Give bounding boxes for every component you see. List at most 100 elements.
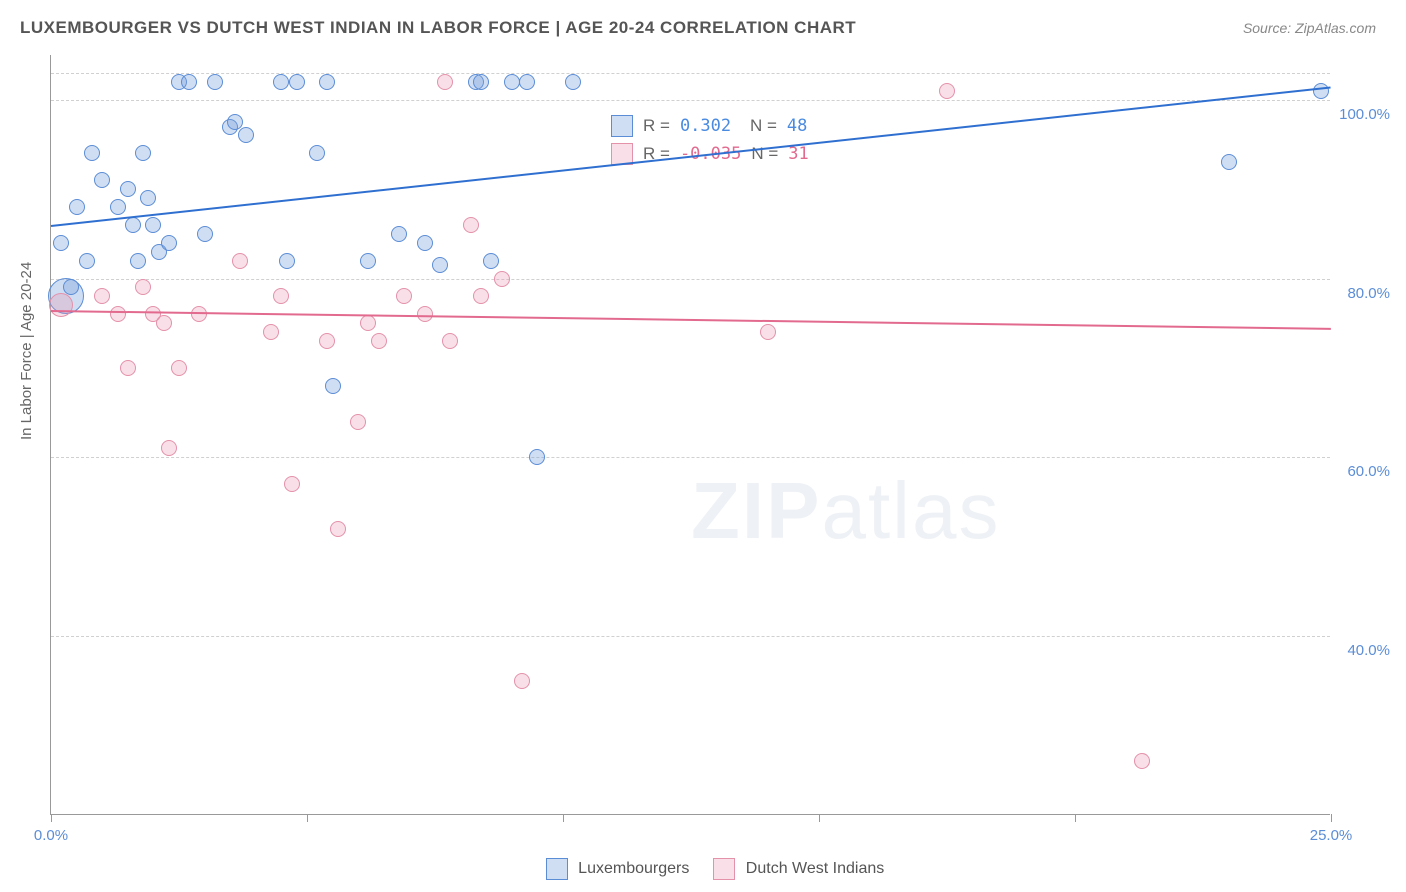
y-tick-label: 100.0% <box>1339 106 1390 123</box>
legend-swatch <box>713 858 735 880</box>
scatter-point <box>330 521 346 537</box>
legend-swatch <box>546 858 568 880</box>
trend-line <box>51 310 1331 330</box>
y-tick-label: 40.0% <box>1347 642 1390 659</box>
scatter-point <box>504 74 520 90</box>
scatter-point <box>135 145 151 161</box>
scatter-point <box>171 360 187 376</box>
scatter-point <box>565 74 581 90</box>
scatter-point <box>63 279 79 295</box>
gridline <box>51 279 1330 280</box>
watermark-bold: ZIP <box>691 466 821 555</box>
scatter-point <box>263 324 279 340</box>
scatter-point <box>514 673 530 689</box>
source-attribution: Source: ZipAtlas.com <box>1243 20 1376 36</box>
scatter-point <box>432 257 448 273</box>
scatter-point <box>79 253 95 269</box>
scatter-point <box>1221 154 1237 170</box>
gridline <box>51 100 1330 101</box>
scatter-point <box>437 74 453 90</box>
scatter-point <box>140 190 156 206</box>
scatter-point <box>319 74 335 90</box>
scatter-point <box>53 235 69 251</box>
chart-title: LUXEMBOURGER VS DUTCH WEST INDIAN IN LAB… <box>20 18 856 38</box>
stats-row: R = 0.302 N = 48 <box>611 112 848 140</box>
scatter-point <box>360 253 376 269</box>
scatter-point <box>130 253 146 269</box>
scatter-point <box>49 293 73 317</box>
scatter-point <box>110 306 126 322</box>
watermark: ZIPatlas <box>691 465 1000 557</box>
scatter-point <box>529 449 545 465</box>
scatter-point <box>181 74 197 90</box>
scatter-point <box>391 226 407 242</box>
scatter-point <box>939 83 955 99</box>
x-tick-label: 25.0% <box>1310 827 1353 844</box>
x-tick <box>1331 814 1332 822</box>
scatter-point <box>84 145 100 161</box>
scatter-point <box>473 288 489 304</box>
scatter-point <box>417 235 433 251</box>
trend-line <box>51 86 1331 227</box>
scatter-point <box>519 74 535 90</box>
gridline <box>51 636 1330 637</box>
scatter-point <box>325 378 341 394</box>
x-tick <box>1075 814 1076 822</box>
scatter-point <box>207 74 223 90</box>
y-tick-label: 60.0% <box>1347 463 1390 480</box>
scatter-point <box>494 271 510 287</box>
scatter-point <box>284 476 300 492</box>
scatter-chart: ZIPatlas R =0.302N =48R =-0.035N =31 40.… <box>50 55 1330 815</box>
scatter-point <box>197 226 213 242</box>
gridline <box>51 73 1330 74</box>
y-tick-label: 80.0% <box>1347 285 1390 302</box>
r-label: R = <box>643 140 670 168</box>
scatter-point <box>69 199 85 215</box>
scatter-point <box>232 253 248 269</box>
scatter-point <box>463 217 479 233</box>
scatter-point <box>319 333 335 349</box>
legend-label: Luxembourgers <box>574 860 690 877</box>
scatter-point <box>156 315 172 331</box>
scatter-point <box>135 279 151 295</box>
scatter-point <box>273 74 289 90</box>
x-tick <box>819 814 820 822</box>
x-tick <box>51 814 52 822</box>
r-value: 0.302 <box>680 112 740 140</box>
scatter-point <box>1313 83 1329 99</box>
scatter-point <box>309 145 325 161</box>
scatter-point <box>125 217 141 233</box>
scatter-point <box>238 127 254 143</box>
x-tick <box>307 814 308 822</box>
n-label: N = <box>750 112 777 140</box>
scatter-point <box>360 315 376 331</box>
scatter-point <box>94 172 110 188</box>
scatter-point <box>120 360 136 376</box>
x-tick <box>563 814 564 822</box>
scatter-point <box>442 333 458 349</box>
scatter-point <box>371 333 387 349</box>
series-swatch <box>611 115 633 137</box>
scatter-point <box>1134 753 1150 769</box>
scatter-point <box>279 253 295 269</box>
scatter-point <box>120 181 136 197</box>
scatter-point <box>161 235 177 251</box>
scatter-point <box>473 74 489 90</box>
scatter-point <box>191 306 207 322</box>
legend-label: Dutch West Indians <box>741 860 884 877</box>
scatter-point <box>145 217 161 233</box>
legend: Luxembourgers Dutch West Indians <box>0 858 1406 880</box>
gridline <box>51 457 1330 458</box>
r-label: R = <box>643 112 670 140</box>
n-value: 48 <box>787 112 847 140</box>
scatter-point <box>161 440 177 456</box>
scatter-point <box>110 199 126 215</box>
scatter-point <box>94 288 110 304</box>
scatter-point <box>350 414 366 430</box>
watermark-light: atlas <box>821 466 1000 555</box>
scatter-point <box>760 324 776 340</box>
scatter-point <box>483 253 499 269</box>
y-axis-title: In Labor Force | Age 20-24 <box>18 262 35 440</box>
scatter-point <box>289 74 305 90</box>
n-label: N = <box>751 140 778 168</box>
